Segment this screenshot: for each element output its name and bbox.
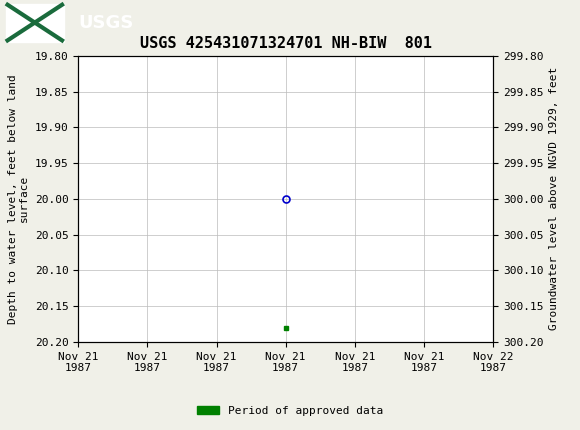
Y-axis label: Depth to water level, feet below land
surface: Depth to water level, feet below land su… [8,74,29,324]
FancyBboxPatch shape [6,3,64,42]
Text: USGS: USGS [78,14,133,31]
Title: USGS 425431071324701 NH-BIW  801: USGS 425431071324701 NH-BIW 801 [140,36,432,51]
Legend: Period of approved data: Period of approved data [193,401,387,420]
Y-axis label: Groundwater level above NGVD 1929, feet: Groundwater level above NGVD 1929, feet [549,67,559,331]
